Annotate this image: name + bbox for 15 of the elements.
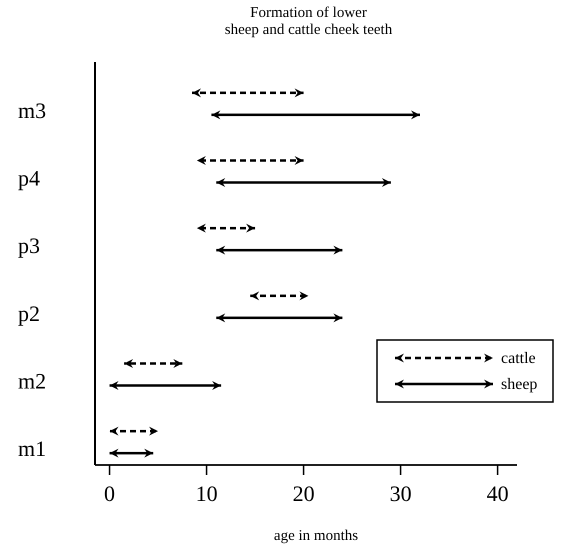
x-axis-title: age in months: [274, 528, 358, 544]
y-tick-label: m3: [18, 98, 46, 123]
legend-label: sheep: [501, 376, 538, 393]
chart-title: Formation of lower sheep and cattle cheek teeth: [224, 5, 393, 38]
x-tick-label: 30: [390, 481, 412, 506]
x-tick-label: 20: [292, 481, 315, 506]
y-tick-label: p4: [18, 166, 40, 190]
y-tick-label: m2: [18, 368, 46, 394]
y-tick-label: p2: [18, 300, 40, 326]
x-tick-label: 40: [486, 481, 509, 506]
legend-label: cattle: [501, 350, 536, 367]
x-tick-label: 10: [196, 481, 218, 506]
x-tick-label: 0: [104, 481, 116, 506]
y-tick-label: p3: [18, 233, 40, 258]
y-tick-label: m1: [18, 436, 46, 462]
